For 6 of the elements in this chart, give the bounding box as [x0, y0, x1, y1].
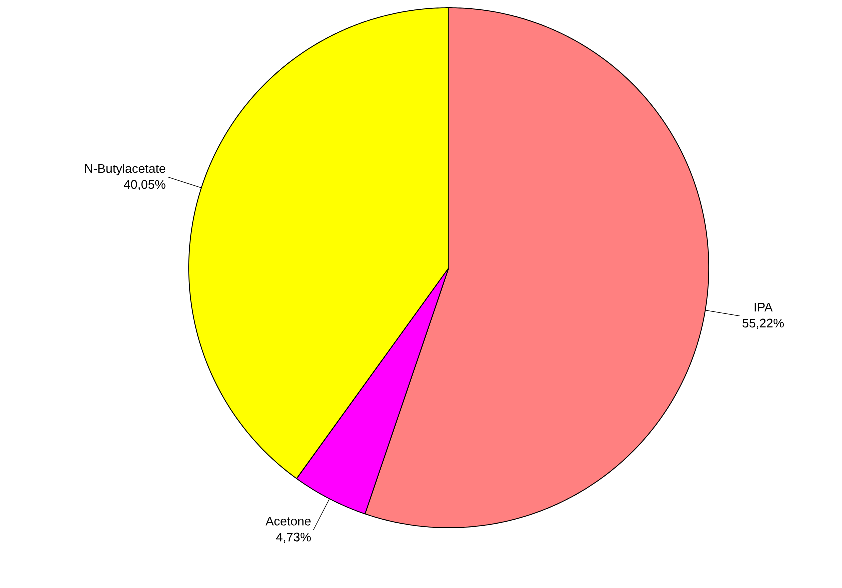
- data-label: 55,22%: [742, 318, 784, 330]
- slice-label: Acetone: [266, 517, 311, 526]
- data-label: 4,73%: [276, 532, 312, 544]
- slice-label: IPA: [754, 303, 773, 312]
- data-label: 40,05%: [124, 180, 166, 191]
- slice-label: N-Butylacetate: [85, 164, 166, 176]
